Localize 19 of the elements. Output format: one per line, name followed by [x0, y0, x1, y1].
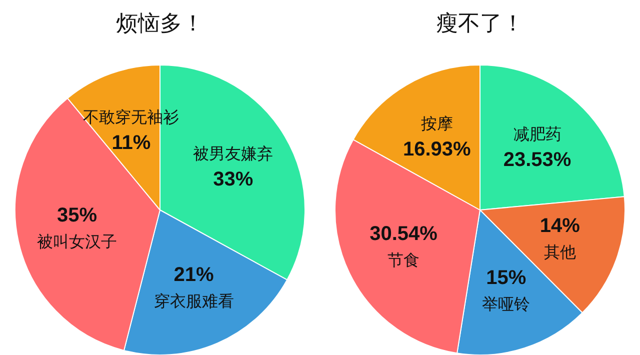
- data-label: 11%: [112, 132, 151, 154]
- slice-label: 举哑铃: [482, 294, 530, 314]
- slice-label: 按摩: [420, 114, 453, 134]
- data-label: 23.53%: [503, 149, 572, 172]
- slice-label: 被叫女汉子: [37, 232, 118, 252]
- chart-title: 瘦不了！: [436, 12, 524, 36]
- data-label: 16.93%: [402, 138, 472, 161]
- slice-label: 其他: [544, 242, 576, 262]
- slice-label: 被男友嫌弃: [193, 144, 274, 164]
- data-label: 33%: [213, 168, 254, 191]
- slice-label: 减肥药: [513, 124, 562, 144]
- data-label: 14%: [540, 214, 580, 237]
- slice-label: 节食: [388, 250, 420, 270]
- data-label: 30.54%: [370, 223, 438, 246]
- data-label: 35%: [57, 204, 98, 227]
- data-label: 21%: [174, 264, 214, 286]
- slice-label: 穿衣服难看: [154, 292, 234, 311]
- data-label: 15%: [486, 266, 526, 289]
- chart-title: 烦恼多！: [116, 12, 204, 36]
